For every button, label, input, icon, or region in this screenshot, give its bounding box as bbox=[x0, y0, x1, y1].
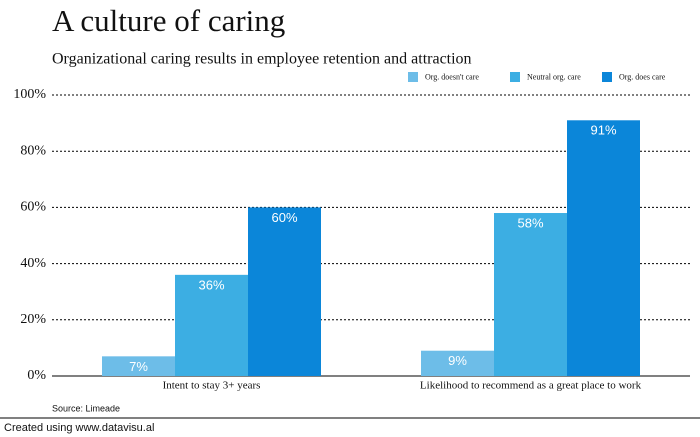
y-tick-label: 60% bbox=[20, 200, 46, 215]
bar bbox=[175, 274, 248, 376]
bar bbox=[494, 213, 567, 376]
y-tick-label: 0% bbox=[27, 368, 46, 383]
y-tick-label: 40% bbox=[20, 256, 46, 271]
legend-label: Neutral org. care bbox=[527, 72, 581, 81]
source: Source: Limeade bbox=[52, 403, 120, 413]
bar bbox=[567, 120, 640, 376]
chart-subtitle: Organizational caring results in employe… bbox=[52, 51, 472, 68]
legend-swatch bbox=[510, 72, 520, 82]
y-tick-label: 20% bbox=[20, 312, 46, 327]
legend-swatch bbox=[408, 72, 418, 82]
value-label: 58% bbox=[517, 215, 543, 230]
bar bbox=[248, 207, 321, 376]
x-tick-label: Likelihood to recommend as a great place… bbox=[420, 380, 642, 392]
value-label: 9% bbox=[448, 353, 467, 368]
x-tick-label: Intent to stay 3+ years bbox=[163, 380, 261, 392]
value-label: 60% bbox=[271, 210, 297, 225]
legend-label: Org. does care bbox=[619, 72, 666, 81]
y-tick-label: 80% bbox=[20, 143, 46, 158]
legend-label: Org. doesn't care bbox=[425, 72, 479, 81]
value-label: 36% bbox=[198, 277, 224, 292]
y-tick-label: 100% bbox=[13, 87, 46, 102]
bar bbox=[421, 350, 494, 376]
footer: Created using www.datavisu.al bbox=[4, 422, 154, 434]
bar bbox=[102, 356, 175, 376]
legend-swatch bbox=[602, 72, 612, 82]
value-label: 91% bbox=[590, 123, 616, 138]
value-label: 7% bbox=[129, 359, 148, 374]
chart-title: A culture of caring bbox=[52, 3, 285, 38]
